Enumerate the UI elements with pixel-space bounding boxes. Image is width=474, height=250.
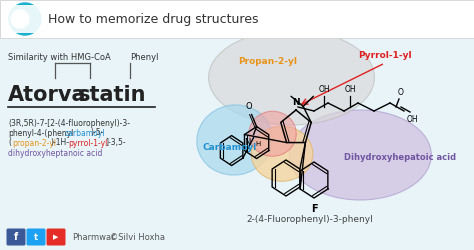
Text: H: H	[255, 140, 261, 146]
Text: carbamoyl: carbamoyl	[65, 128, 106, 138]
Text: OH: OH	[318, 85, 330, 94]
Text: OH: OH	[344, 85, 356, 94]
Text: f: f	[14, 232, 18, 242]
Ellipse shape	[197, 105, 273, 175]
Ellipse shape	[251, 126, 313, 181]
Text: pyrrol-1-yl: pyrrol-1-yl	[68, 138, 108, 147]
Text: How to memorize drug structures: How to memorize drug structures	[48, 12, 258, 26]
Text: (: (	[8, 138, 11, 147]
Text: N: N	[292, 98, 300, 107]
Text: Carbamoyl: Carbamoyl	[203, 144, 257, 152]
Text: ▶: ▶	[53, 234, 59, 240]
Ellipse shape	[209, 30, 374, 125]
Ellipse shape	[249, 111, 296, 156]
Text: F: F	[310, 204, 317, 214]
Text: Pyrrol-1-yl: Pyrrol-1-yl	[358, 52, 412, 60]
Text: Pharmwar: Pharmwar	[72, 232, 115, 241]
Text: propan-2-yl: propan-2-yl	[12, 138, 56, 147]
Text: ©Silvi Hoxha: ©Silvi Hoxha	[110, 232, 165, 241]
FancyBboxPatch shape	[8, 5, 42, 33]
Text: Phenyl: Phenyl	[130, 54, 158, 62]
Text: Atorva: Atorva	[8, 85, 86, 105]
Text: N: N	[244, 138, 251, 146]
Text: O: O	[245, 102, 252, 110]
Text: (3R,5R)-7-[2-(4-fluorophenyl)-3-: (3R,5R)-7-[2-(4-fluorophenyl)-3-	[8, 118, 130, 128]
Circle shape	[11, 10, 29, 28]
Circle shape	[9, 3, 41, 35]
FancyBboxPatch shape	[7, 228, 26, 246]
FancyBboxPatch shape	[27, 228, 46, 246]
Text: )-1H-: )-1H-	[50, 138, 69, 147]
Text: phenyl-4-(phenyl: phenyl-4-(phenyl	[8, 128, 73, 138]
FancyBboxPatch shape	[0, 0, 474, 38]
Text: O: O	[398, 88, 404, 97]
Ellipse shape	[289, 110, 431, 200]
Text: Propan-2-yl: Propan-2-yl	[238, 58, 298, 66]
Text: )-5-: )-5-	[90, 128, 103, 138]
Text: Dihydroxyhepatoic acid: Dihydroxyhepatoic acid	[344, 154, 456, 162]
FancyBboxPatch shape	[46, 228, 65, 246]
Text: dihydroxyheptanoic acid: dihydroxyheptanoic acid	[8, 148, 102, 158]
Text: Similarity with HMG-CoA: Similarity with HMG-CoA	[8, 54, 111, 62]
Text: t: t	[34, 232, 38, 241]
Text: 2-(4-Fluorophenyl)-3-phenyl: 2-(4-Fluorophenyl)-3-phenyl	[246, 216, 374, 224]
Text: statin: statin	[78, 85, 146, 105]
Text: ]-3,5-: ]-3,5-	[105, 138, 126, 147]
Text: OH: OH	[406, 115, 418, 124]
